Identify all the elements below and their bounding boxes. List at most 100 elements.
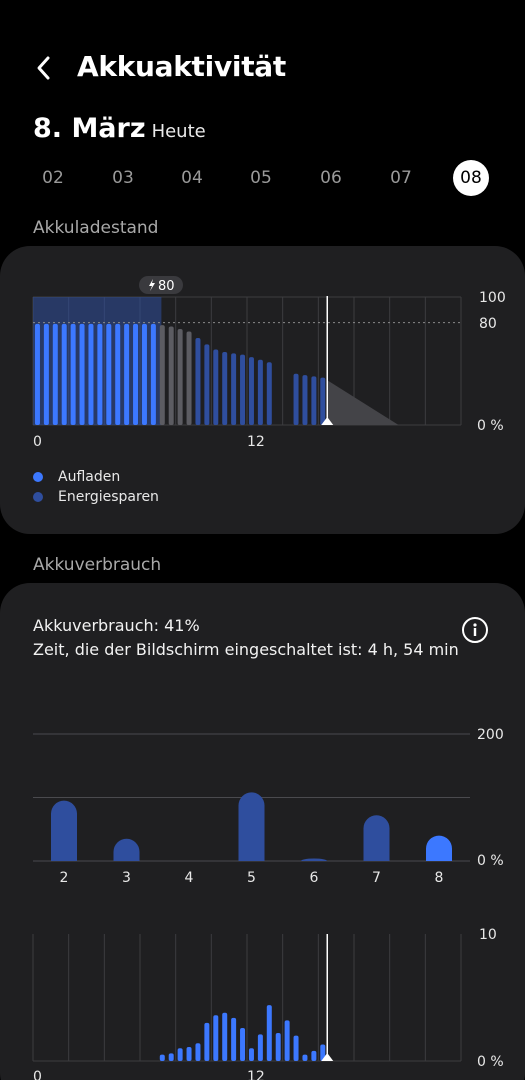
- x-tick-label: 2: [60, 870, 69, 886]
- date-sub-label: Heute: [151, 121, 206, 142]
- battery-bar: [106, 323, 112, 425]
- hourly-usage-bar: [186, 1047, 192, 1061]
- info-button[interactable]: [462, 617, 488, 643]
- battery-level-card: 80 100 80 0 % 0 12 Aufladen Energiespare…: [0, 246, 525, 534]
- selected-date: 8. März Heute: [33, 113, 206, 144]
- battery-level-chart: 80 100 80 0 % 0 12: [32, 276, 506, 450]
- day-item-selected[interactable]: 08: [453, 160, 489, 196]
- y-tick-label: 0 %: [477, 418, 504, 434]
- hourly-usage-bar: [213, 1015, 219, 1061]
- battery-bar: [61, 323, 67, 425]
- daily-usage-bar[interactable]: [113, 838, 140, 861]
- back-button[interactable]: [26, 48, 62, 88]
- charge-badge-value: 80: [158, 279, 175, 294]
- hourly-usage-chart: 10 0 % 0 12: [32, 927, 504, 1080]
- battery-bar: [240, 354, 246, 425]
- now-marker-triangle: [321, 417, 334, 425]
- hourly-usage-bar: [266, 1005, 272, 1061]
- hourly-usage-bar: [248, 1048, 254, 1061]
- daily-usage-bar[interactable]: [51, 800, 77, 861]
- battery-usage-section-label: Akkuverbrauch: [33, 555, 162, 575]
- hourly-usage-bar: [257, 1034, 263, 1061]
- daily-usage-bar[interactable]: [426, 835, 452, 861]
- legend-label: Aufladen: [58, 469, 121, 485]
- x-tick-label: 4: [185, 870, 194, 886]
- battery-bar: [186, 331, 192, 425]
- battery-bar: [311, 376, 317, 425]
- legend-label: Energiesparen: [58, 489, 159, 505]
- day-selector: 02 03 04 05 06 07 08: [18, 160, 508, 196]
- x-tick-label: 0: [33, 434, 42, 450]
- battery-bar: [195, 337, 201, 425]
- battery-bar: [79, 323, 85, 425]
- app-header: Akkuaktivität: [0, 40, 525, 96]
- daily-usage-bar[interactable]: [238, 792, 265, 861]
- usage-summary: Akkuverbrauch: 41% Zeit, die der Bildsch…: [33, 614, 459, 662]
- x-tick-label: 12: [247, 434, 265, 450]
- daily-usage-bar[interactable]: [301, 858, 327, 861]
- projection-area: [327, 380, 399, 425]
- x-tick-label: 12: [247, 1069, 265, 1080]
- hourly-usage-bar: [204, 1022, 210, 1061]
- battery-bar: [34, 323, 40, 425]
- battery-bar: [257, 359, 263, 425]
- battery-bar: [302, 375, 308, 425]
- y-tick-label: 0 %: [477, 1054, 504, 1070]
- x-tick-label: 7: [372, 870, 381, 886]
- chart-legend: Aufladen Energiesparen: [33, 467, 159, 507]
- lightning-icon: [149, 279, 155, 291]
- now-marker-triangle: [321, 1053, 334, 1061]
- hourly-usage-bar: [195, 1043, 201, 1061]
- battery-bar: [150, 323, 156, 425]
- hourly-usage-bar: [177, 1048, 183, 1061]
- battery-bar: [52, 323, 58, 425]
- day-item[interactable]: 04: [181, 168, 203, 188]
- info-icon: [473, 623, 477, 636]
- x-tick-label: 8: [435, 870, 444, 886]
- day-item[interactable]: 07: [390, 168, 412, 188]
- battery-bar: [70, 323, 76, 425]
- legend-dot: [33, 492, 43, 502]
- usage-percentage: Akkuverbrauch: 41%: [33, 616, 200, 635]
- battery-bar: [222, 352, 228, 425]
- legend-item-power-saving: Energiesparen: [33, 487, 159, 507]
- battery-level-section-label: Akkuladestand: [33, 218, 159, 238]
- battery-bar: [133, 323, 139, 425]
- battery-bar: [168, 326, 174, 425]
- chevron-left-icon: [37, 56, 50, 80]
- hourly-usage-bar: [240, 1027, 246, 1061]
- hourly-usage-bar: [275, 1033, 281, 1061]
- hourly-usage-bar: [293, 1035, 299, 1061]
- day-item[interactable]: 06: [320, 168, 342, 188]
- day-item[interactable]: 05: [250, 168, 272, 188]
- battery-bar: [43, 323, 49, 425]
- battery-bar: [293, 373, 299, 425]
- battery-bar: [248, 357, 254, 425]
- battery-bar: [213, 349, 219, 425]
- hourly-usage-bar: [222, 1012, 228, 1061]
- page-title: Akkuaktivität: [77, 50, 286, 83]
- battery-bar: [141, 323, 147, 425]
- charge-badge: 80: [139, 276, 183, 294]
- battery-bar: [204, 344, 210, 425]
- x-tick-label: 0: [33, 1069, 42, 1080]
- battery-bar: [115, 323, 121, 425]
- x-tick-label: 3: [122, 870, 131, 886]
- hourly-usage-bar: [231, 1017, 237, 1061]
- hourly-usage-bar: [159, 1054, 165, 1061]
- day-item[interactable]: 02: [42, 168, 64, 188]
- battery-bar: [177, 329, 183, 425]
- hourly-usage-bar: [168, 1053, 174, 1061]
- legend-item-charging: Aufladen: [33, 467, 159, 487]
- legend-dot: [33, 472, 43, 482]
- date-main-label: 8. März: [33, 113, 146, 144]
- battery-bar: [124, 323, 130, 425]
- screen-time: Zeit, die der Bildschirm eingeschaltet i…: [33, 640, 459, 659]
- hourly-usage-bar: [284, 1020, 290, 1061]
- day-item[interactable]: 03: [112, 168, 134, 188]
- battery-bar: [88, 323, 94, 425]
- y-tick-label: 80: [479, 316, 497, 332]
- x-tick-label: 5: [247, 870, 256, 886]
- daily-usage-bar[interactable]: [363, 815, 390, 861]
- hourly-usage-bar: [311, 1050, 317, 1061]
